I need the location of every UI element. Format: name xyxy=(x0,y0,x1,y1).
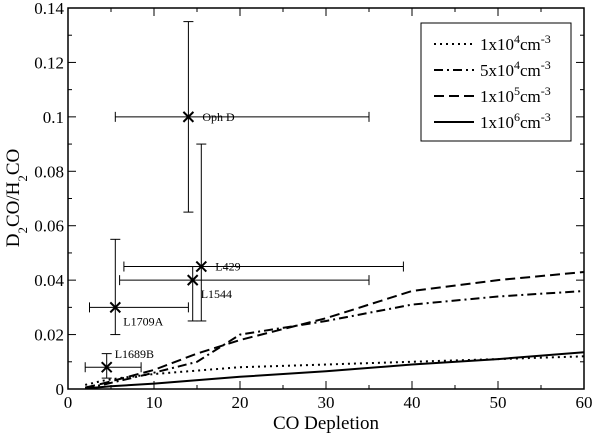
legend-label-part: -3 xyxy=(541,84,551,98)
legend-label-part: cm xyxy=(520,113,541,132)
y-tick-label: 0 xyxy=(56,380,65,399)
y-tick-label: 0.12 xyxy=(34,53,64,72)
legend-label-part: 5 xyxy=(514,84,520,98)
legend-label-part: cm xyxy=(520,87,541,106)
legend-label: 1x105cm-3 xyxy=(480,84,551,106)
legend-label-part: -3 xyxy=(541,110,551,124)
legend-label-part: cm xyxy=(520,35,541,54)
data-point-marker xyxy=(100,361,113,373)
data-point-label: L1544 xyxy=(201,287,232,301)
legend-label: 1x106cm-3 xyxy=(480,110,551,132)
legend-label-part: 1x10 xyxy=(480,87,514,106)
legend-label-part: 4 xyxy=(514,58,520,72)
x-tick-label: 20 xyxy=(232,393,249,412)
points-layer: Oph D L429 L1544 L1709A L1689B xyxy=(84,21,404,379)
legend-label-part: 1x10 xyxy=(480,35,514,54)
y-title-part: D xyxy=(3,234,24,248)
series-line xyxy=(85,351,585,390)
y-axis-ticks: 0 0.02 0.04 0.06 0.08 0.1 0.12 0.14 xyxy=(34,0,584,399)
data-point-group: L1544 xyxy=(119,266,370,322)
data-point-marker xyxy=(195,260,208,273)
series-line xyxy=(85,290,585,389)
y-title-part: CO/H xyxy=(3,181,24,227)
data-point-marker xyxy=(109,301,122,314)
data-point-group: L1689B xyxy=(84,347,154,379)
y-tick-label: 0.04 xyxy=(34,271,64,290)
legend-label-part: -3 xyxy=(541,32,551,46)
series-layer xyxy=(84,271,585,390)
y-tick-label: 0.1 xyxy=(43,108,64,127)
legend-label: 5x104cm-3 xyxy=(480,58,551,80)
data-point-group: L429 xyxy=(123,143,404,322)
data-point-label: L1689B xyxy=(115,347,154,361)
legend-label: 1x104cm-3 xyxy=(480,32,551,54)
data-point-label: Oph D xyxy=(202,110,235,124)
x-tick-label: 10 xyxy=(146,393,163,412)
data-point-marker xyxy=(182,111,195,123)
series-line xyxy=(84,271,585,389)
legend-label-part: 6 xyxy=(514,110,520,124)
y-title-part: CO xyxy=(3,149,24,175)
y-tick-label: 0.02 xyxy=(34,326,64,345)
data-point-label: L429 xyxy=(215,260,240,274)
legend-label-part: 1x10 xyxy=(480,113,514,132)
data-point-label: L1709A xyxy=(123,314,163,328)
data-point-group: L1709A xyxy=(89,238,189,336)
y-title-part: 2 xyxy=(15,227,30,234)
legend-label-part: cm xyxy=(520,61,541,80)
y-axis-title: D2CO/H2CO xyxy=(3,149,30,248)
data-point-group: Oph D xyxy=(114,21,370,213)
y-title-part: 2 xyxy=(15,175,30,182)
y-tick-label: 0.14 xyxy=(34,0,64,18)
x-tick-label: 0 xyxy=(64,393,73,412)
legend-label-part: 5x10 xyxy=(480,61,514,80)
x-tick-label: 30 xyxy=(318,393,335,412)
x-axis-ticks: 0 10 20 30 40 50 60 xyxy=(64,8,593,412)
y-tick-label: 0.08 xyxy=(34,162,64,181)
data-point-marker xyxy=(186,274,199,286)
legend-label-part: -3 xyxy=(541,58,551,72)
x-axis-title: CO Depletion xyxy=(273,413,380,434)
legend-label-part: 4 xyxy=(514,32,520,46)
x-tick-label: 50 xyxy=(490,393,507,412)
y-tick-label: 0.06 xyxy=(34,217,64,236)
x-tick-label: 40 xyxy=(404,393,421,412)
x-tick-label: 60 xyxy=(576,393,593,412)
